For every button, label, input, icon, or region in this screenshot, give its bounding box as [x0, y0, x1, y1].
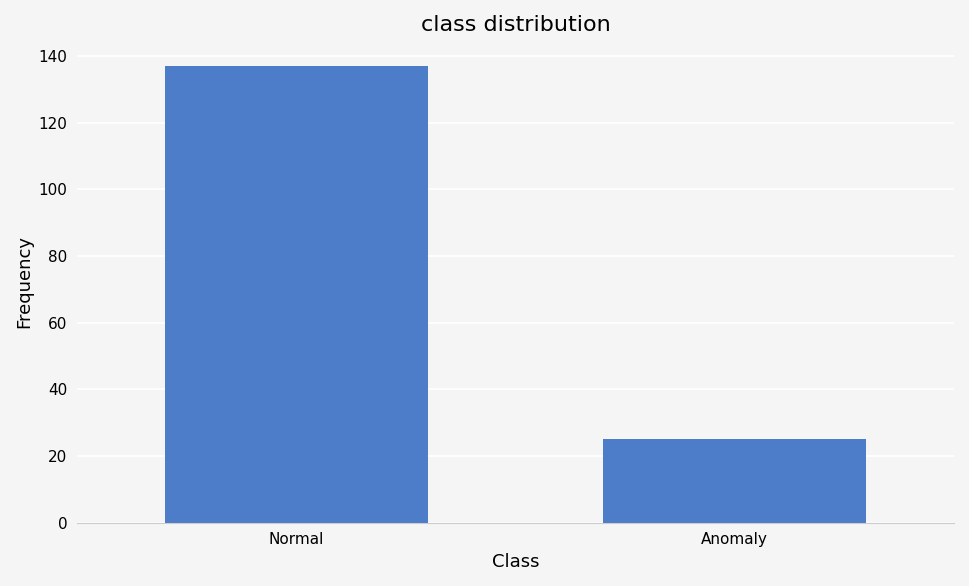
Y-axis label: Frequency: Frequency — [15, 234, 33, 328]
X-axis label: Class: Class — [492, 553, 540, 571]
Bar — [604, 440, 866, 523]
Bar — [165, 66, 428, 523]
Title: class distribution: class distribution — [421, 15, 610, 35]
